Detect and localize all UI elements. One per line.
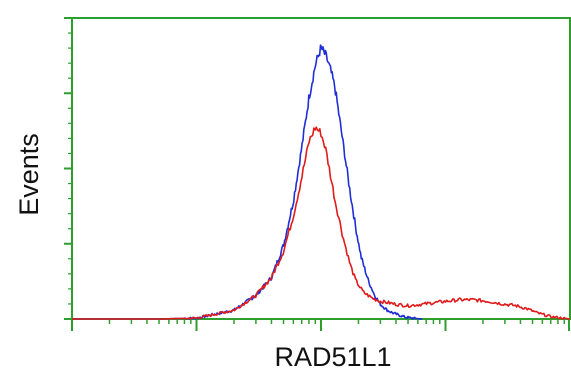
plot-frame	[71, 17, 571, 320]
y-axis-ticks	[64, 17, 72, 320]
series-layer	[72, 44, 571, 320]
x-axis-label: RAD51L1	[274, 342, 391, 372]
series-red-line	[72, 126, 571, 320]
y-axis-label: Events	[14, 133, 44, 216]
x-axis-ticks	[71, 319, 570, 331]
series-blue-line	[72, 44, 423, 320]
